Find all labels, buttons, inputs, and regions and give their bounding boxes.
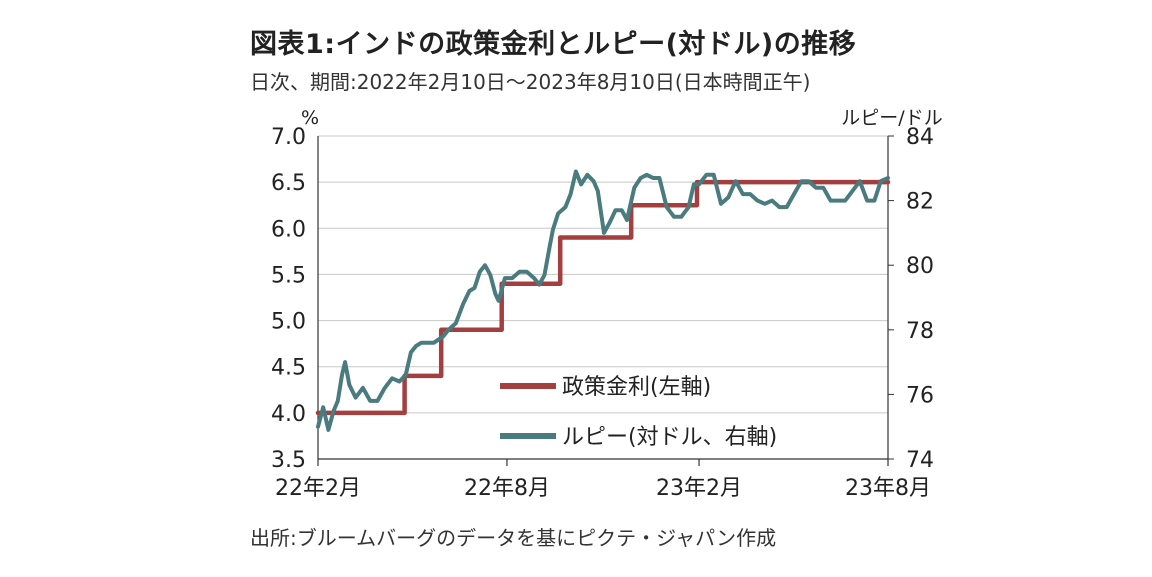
right-tick-label: 78 xyxy=(906,319,934,344)
legend-label-rupee: ルピー(対ドル、右軸) xyxy=(562,425,777,450)
x-tick-label: 23年2月 xyxy=(656,476,742,501)
left-tick-label: 5.0 xyxy=(271,310,306,335)
left-tick-label: 5.5 xyxy=(271,263,306,288)
right-tick-label: 84 xyxy=(906,125,934,150)
left-tick-label: 6.0 xyxy=(271,217,306,242)
rupee-line xyxy=(316,169,890,432)
left-tick-label: 4.0 xyxy=(271,402,306,427)
gridlines xyxy=(318,135,888,414)
right-tick-label: 76 xyxy=(906,383,934,408)
x-tick-label: 22年8月 xyxy=(464,476,550,501)
right-tick-label: 74 xyxy=(906,448,934,473)
right-tick-label: 80 xyxy=(906,254,934,279)
right-tick-label: 82 xyxy=(906,190,934,215)
left-tick-label: 7.0 xyxy=(271,125,306,150)
source-note: 出所:ブルームバーグのデータを基にピクテ・ジャパン作成 xyxy=(250,526,777,550)
chart-subtitle: 日次、期間:2022年2月10日〜2023年8月10日(日本時間正午) xyxy=(250,70,811,94)
left-tick-label: 4.5 xyxy=(271,356,306,381)
right-axis-unit: ルピー/ドル xyxy=(841,107,942,129)
series-group xyxy=(315,169,891,432)
legend-label-policy-rate: 政策金利(左軸) xyxy=(562,375,711,400)
x-tick-label: 22年2月 xyxy=(275,476,361,501)
chart-title: 図表1:インドの政策金利とルピー(対ドル)の推移 xyxy=(250,29,857,60)
legend: 政策金利(左軸) ルピー(対ドル、右軸) xyxy=(500,375,777,450)
x-tick-label: 23年8月 xyxy=(845,476,931,501)
left-tick-label: 6.5 xyxy=(271,171,306,196)
left-axis-unit: % xyxy=(301,107,319,129)
axes: 3.5 4.0 4.5 5.0 5.5 6.0 6.5 7.0 74 76 78 80 82 84% ルピー… xyxy=(271,107,943,501)
left-tick-label: 3.5 xyxy=(271,448,306,473)
policy-rate-line xyxy=(315,179,891,416)
